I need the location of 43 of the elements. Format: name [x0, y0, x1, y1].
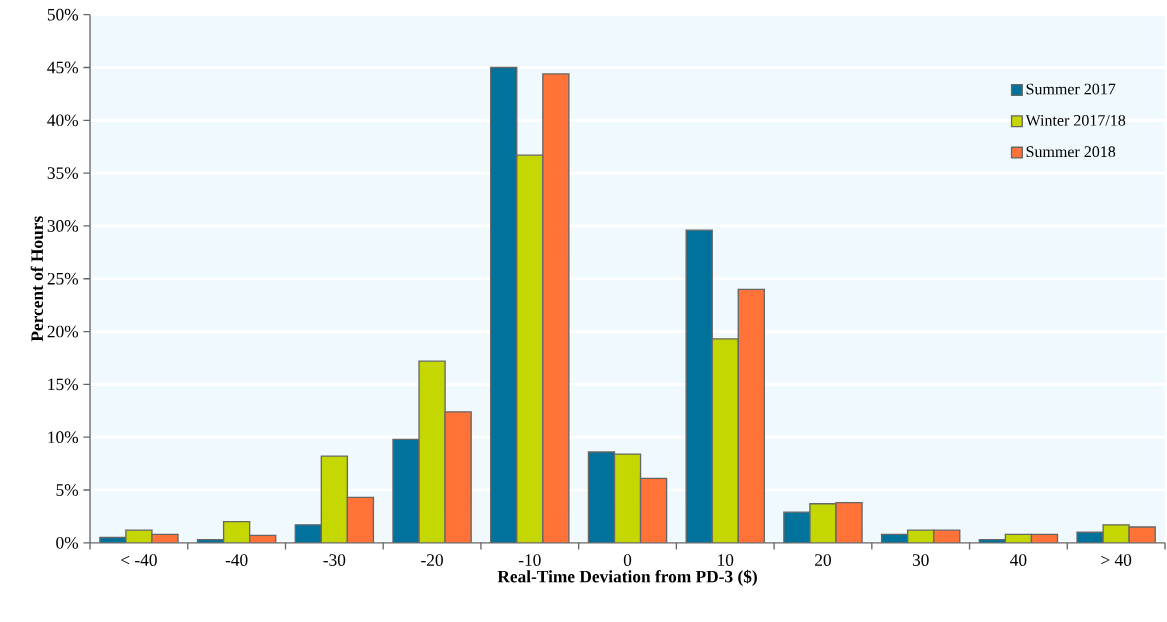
y-tick-label: 5%	[56, 484, 79, 497]
bar	[809, 503, 836, 544]
bar	[614, 454, 641, 544]
bar	[490, 67, 517, 544]
bar	[686, 230, 713, 544]
x-tick-label: 10	[718, 554, 734, 567]
x-tick-label: < -40	[121, 554, 157, 567]
bar	[223, 521, 250, 544]
legend-label: Summer 2018	[1026, 146, 1116, 158]
bar	[588, 452, 615, 544]
x-tick-label: 20	[815, 554, 831, 567]
y-tick-label: 35%	[47, 167, 79, 180]
x-tick-label: -40	[225, 554, 248, 567]
x-tick-label: -20	[421, 554, 443, 567]
y-tick-label: 15%	[48, 378, 79, 391]
x-tick-label: 40	[1010, 554, 1027, 567]
y-tick-label: 30%	[47, 220, 79, 233]
y-tick-label: 50%	[47, 9, 79, 21]
bar	[321, 456, 348, 544]
x-axis-title: Real-Time Deviation from PD-3 ($)	[497, 569, 757, 587]
bar	[712, 339, 739, 544]
legend-label: Summer 2017	[1026, 83, 1116, 95]
bar	[392, 439, 420, 544]
bar	[347, 497, 374, 544]
x-tick-label: > 40	[1101, 554, 1132, 567]
legend-label: Winter 2017/18	[1025, 115, 1126, 127]
x-tick-label: 0	[623, 554, 632, 567]
y-tick-label: 40%	[47, 114, 79, 127]
bar	[445, 412, 472, 544]
y-tick-label: 10%	[48, 431, 79, 444]
x-tick-label: -10	[518, 554, 541, 567]
bar	[419, 361, 446, 544]
y-tick-label: 25%	[47, 273, 79, 285]
x-tick-label: -30	[323, 554, 346, 567]
y-tick-label: 45%	[47, 61, 79, 74]
bar	[640, 478, 667, 544]
y-tick-label: 0%	[56, 537, 79, 549]
y-tick-label: 20%	[47, 325, 79, 338]
bar	[516, 155, 543, 544]
y-axis-title: Percent of Hours	[30, 216, 44, 342]
bar	[738, 289, 765, 544]
x-tick-label: 30	[912, 554, 929, 567]
bar	[542, 74, 569, 544]
